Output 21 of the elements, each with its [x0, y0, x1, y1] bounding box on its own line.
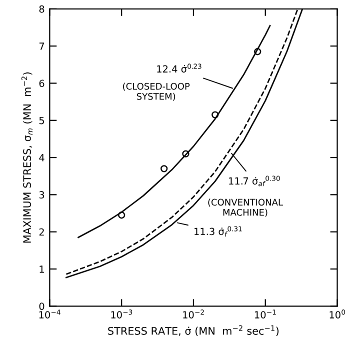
y-tick-label: 4 — [39, 154, 44, 162]
x-tick-label: 10$^{−2}$ — [183, 310, 204, 318]
y-tick-label: 5 — [39, 116, 44, 124]
annotation: 12.4 σ̇$^{0.23}$ — [157, 64, 202, 73]
annotation: (CLOSED-LOOP SYSTEM) — [123, 82, 190, 101]
y-tick-label: 1 — [40, 266, 44, 273]
x-tick-label: 10$^{−3}$ — [111, 310, 132, 318]
x-axis-title: STRESS RATE, σ̇ (MN m$^{−2}$ sec$^{−1}$) — [108, 325, 279, 336]
y-tick-label: 0 — [39, 302, 44, 310]
y-tick-label: 3 — [39, 191, 44, 199]
annotation: 11.3 σ̇$_{f}$$^{0.31}$ — [194, 226, 242, 237]
annotation: (CONVENTIONAL MACHINE) — [208, 198, 283, 217]
y-tick-label: 2 — [39, 228, 44, 236]
y-axis-title: MAXIMUM STRESS, σ$_{m}$ (MN m$^{−2}$) — [21, 72, 33, 243]
x-tick-label: 10$^{−4}$ — [39, 310, 60, 318]
annotation: 11.7 σ̇$_{af}$$^{0.30}$ — [229, 176, 280, 186]
y-tick-label: 7 — [39, 42, 44, 50]
x-tick-label: 10$^{−1}$ — [255, 310, 276, 318]
y-tick-label: 6 — [39, 80, 44, 88]
y-tick-label: 8 — [39, 5, 44, 13]
x-tick-label: 10$^{0}$ — [330, 310, 346, 318]
